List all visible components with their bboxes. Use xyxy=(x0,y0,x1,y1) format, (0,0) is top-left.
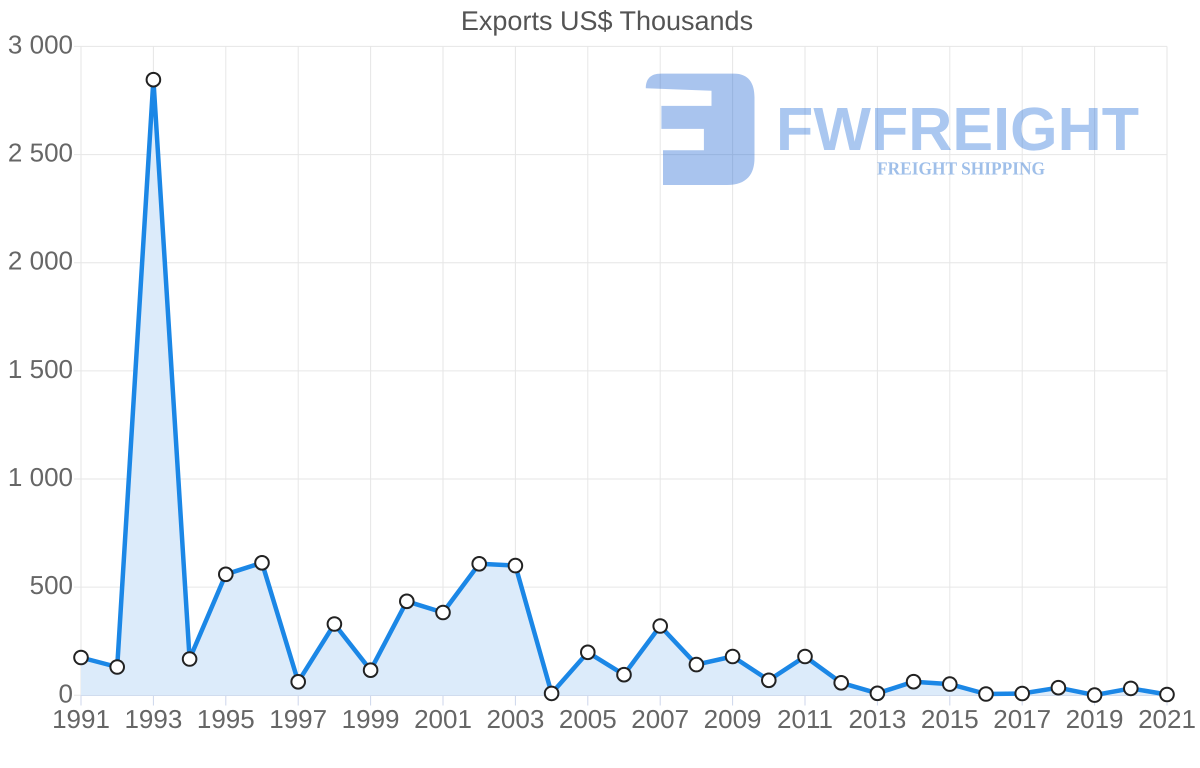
svg-text:2003: 2003 xyxy=(486,704,544,734)
svg-text:2013: 2013 xyxy=(848,704,906,734)
svg-text:1 500: 1 500 xyxy=(8,354,73,384)
svg-text:2 500: 2 500 xyxy=(8,138,73,168)
svg-text:2017: 2017 xyxy=(993,704,1051,734)
svg-text:2011: 2011 xyxy=(777,704,833,734)
svg-text:FWFREIGHT: FWFREIGHT xyxy=(776,95,1139,163)
svg-text:1997: 1997 xyxy=(269,704,327,734)
svg-text:Exports US$ Thousands: Exports US$ Thousands xyxy=(461,6,753,36)
svg-text:2019: 2019 xyxy=(1066,704,1124,734)
svg-text:0: 0 xyxy=(59,678,73,708)
svg-text:2021: 2021 xyxy=(1138,704,1196,734)
svg-text:3 000: 3 000 xyxy=(8,29,73,59)
svg-text:1991: 1991 xyxy=(52,704,110,734)
svg-text:500: 500 xyxy=(30,570,73,600)
svg-text:1993: 1993 xyxy=(124,704,182,734)
svg-text:2009: 2009 xyxy=(704,704,762,734)
svg-text:2015: 2015 xyxy=(921,704,979,734)
svg-text:FREIGHT SHIPPING: FREIGHT SHIPPING xyxy=(877,160,1045,180)
svg-text:2005: 2005 xyxy=(559,704,617,734)
svg-text:1999: 1999 xyxy=(342,704,400,734)
svg-text:1995: 1995 xyxy=(197,704,255,734)
svg-text:1 000: 1 000 xyxy=(8,462,73,492)
svg-text:2007: 2007 xyxy=(631,704,689,734)
svg-text:2001: 2001 xyxy=(414,704,472,734)
svg-text:2 000: 2 000 xyxy=(8,246,73,276)
